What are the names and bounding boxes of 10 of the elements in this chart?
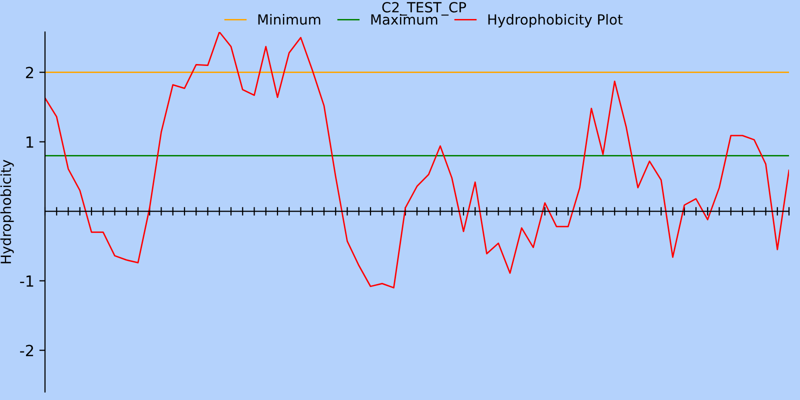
line-series [45,32,789,288]
chart-title: C2_TEST_CP [382,2,466,16]
y-axis-title: Hydrophobicity [0,160,14,264]
legend-label: Maximum [371,14,438,25]
y-tick-label: -2 [20,344,34,356]
y-tick-label: 1 [26,136,34,148]
y-tick-label: -1 [20,275,34,287]
legend-label: Minimum [258,14,320,25]
y-tick-label: 2 [26,66,34,78]
legend-label: Hydrophobicity Plot [488,14,623,28]
